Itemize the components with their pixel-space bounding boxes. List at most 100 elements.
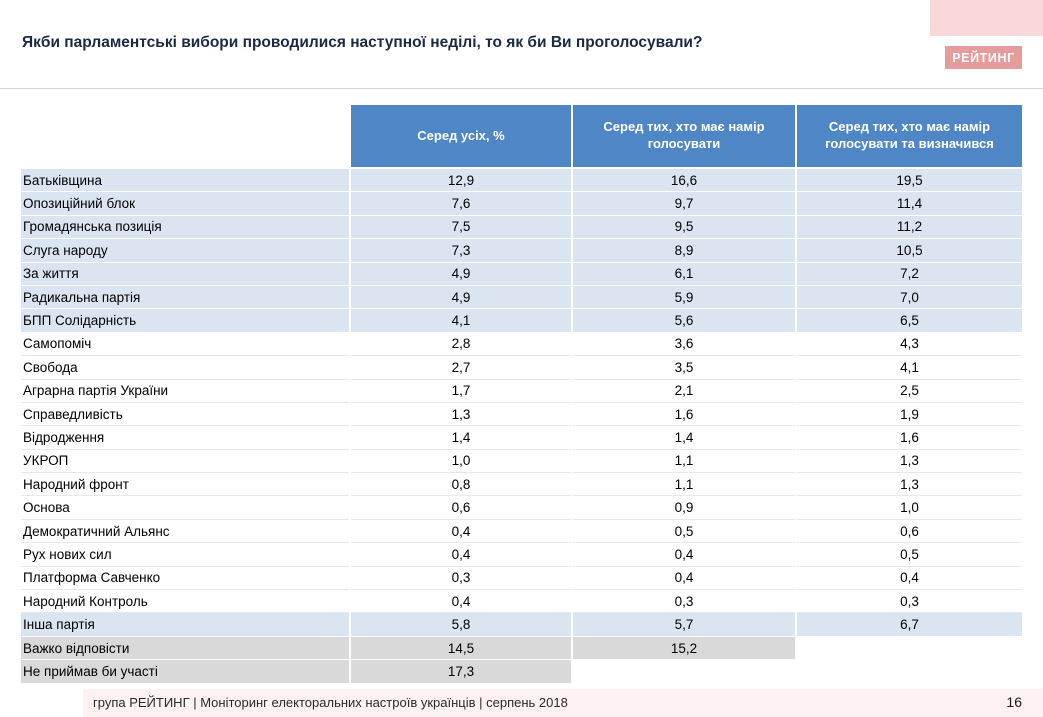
rating-logo-badge: РЕЙТИНГ xyxy=(945,46,1022,69)
party-column-header xyxy=(21,105,349,167)
value-cell: 2,1 xyxy=(573,379,795,403)
table-body: Батьківщина 12,9 16,6 19,5 Опозиційний блок 7… xyxy=(21,169,1022,684)
party-name-cell: Аграрна партія України xyxy=(21,379,349,403)
party-name-cell: БПП Солідарність xyxy=(21,309,349,333)
value-cell xyxy=(797,660,1022,684)
table-row: БПП Солідарність 4,1 5,6 6,5 xyxy=(21,309,1022,333)
value-cell: 9,7 xyxy=(573,192,795,216)
party-name-cell: Слуга народу xyxy=(21,239,349,263)
value-cell: 0,4 xyxy=(351,519,571,544)
table-row: Важко відповісти 14,5 15,2 xyxy=(21,636,1022,661)
value-cell: 4,1 xyxy=(351,309,571,333)
value-cell: 2,8 xyxy=(351,332,571,357)
value-cell: 7,0 xyxy=(797,285,1022,310)
value-cell: 0,4 xyxy=(573,543,795,567)
party-name-cell: УКРОП xyxy=(21,449,349,474)
party-name-cell: Народний Контроль xyxy=(21,590,349,614)
value-cell: 0,6 xyxy=(351,496,571,520)
value-cell: 2,7 xyxy=(351,356,571,380)
page-title: Якби парламентські вибори проводилися на… xyxy=(22,34,703,51)
value-cell: 17,3 xyxy=(351,660,571,684)
value-cell: 5,6 xyxy=(573,309,795,333)
value-cell: 6,7 xyxy=(797,613,1022,637)
table-row: Самопоміч 2,8 3,6 4,3 xyxy=(21,332,1022,357)
value-cell: 0,4 xyxy=(797,566,1022,591)
value-cell: 9,5 xyxy=(573,215,795,240)
footer-source-text: група РЕЙТИНГ | Моніторинг електоральних… xyxy=(93,695,568,710)
value-cell: 5,9 xyxy=(573,285,795,310)
party-name-cell: Відродження xyxy=(21,426,349,450)
value-cell: 7,5 xyxy=(351,215,571,240)
table-row: Громадянська позиція 7,5 9,5 11,2 xyxy=(21,215,1022,240)
table-row: Платформа Савченко 0,3 0,4 0,4 xyxy=(21,566,1022,591)
page-number: 16 xyxy=(1006,694,1022,710)
value-cell: 1,6 xyxy=(573,402,795,427)
poll-results-table: Серед усіх, % Серед тих, хто має намір г… xyxy=(21,105,1022,684)
value-cell: 0,5 xyxy=(797,543,1022,567)
table-row: УКРОП 1,0 1,1 1,3 xyxy=(21,449,1022,474)
value-cell: 4,1 xyxy=(797,356,1022,380)
value-cell: 19,5 xyxy=(797,169,1022,193)
value-cell: 1,0 xyxy=(797,496,1022,520)
value-cell: 1,0 xyxy=(351,449,571,474)
value-cell: 1,4 xyxy=(351,426,571,450)
table-row: Слуга народу 7,3 8,9 10,5 xyxy=(21,239,1022,263)
value-cell: 0,4 xyxy=(351,543,571,567)
value-cell: 15,2 xyxy=(573,636,795,661)
table-row: Справедливість 1,3 1,6 1,9 xyxy=(21,402,1022,427)
table-row: Свобода 2,7 3,5 4,1 xyxy=(21,356,1022,380)
table-row: Відродження 1,4 1,4 1,6 xyxy=(21,426,1022,450)
table-row: Інша партія 5,8 5,7 6,7 xyxy=(21,613,1022,637)
value-cell: 2,5 xyxy=(797,379,1022,403)
value-cell: 0,3 xyxy=(797,590,1022,614)
party-name-cell: Не приймав би участі xyxy=(21,660,349,684)
table-row: Основа 0,6 0,9 1,0 xyxy=(21,496,1022,520)
value-cell: 7,6 xyxy=(351,192,571,216)
value-cell: 16,6 xyxy=(573,169,795,193)
value-cell: 1,6 xyxy=(797,426,1022,450)
party-name-cell: Важко відповісти xyxy=(21,636,349,661)
value-cell: 3,5 xyxy=(573,356,795,380)
value-cell: 0,9 xyxy=(573,496,795,520)
value-cell: 1,1 xyxy=(573,449,795,474)
column-header-intend-and-decided: Серед тих, хто має намір голосувати та в… xyxy=(797,105,1022,167)
value-cell: 0,4 xyxy=(351,590,571,614)
table-row: Демократичний Альянс 0,4 0,5 0,6 xyxy=(21,519,1022,544)
value-cell: 6,5 xyxy=(797,309,1022,333)
party-name-cell: Рух нових сил xyxy=(21,543,349,567)
value-cell: 5,7 xyxy=(573,613,795,637)
table-row: Не приймав би участі 17,3 xyxy=(21,660,1022,684)
value-cell: 1,9 xyxy=(797,402,1022,427)
party-name-cell: Радикальна партія xyxy=(21,285,349,310)
table-row: За життя 4,9 6,1 7,2 xyxy=(21,262,1022,286)
column-header-among-all: Серед усіх, % xyxy=(351,105,571,167)
title-divider xyxy=(0,88,1043,89)
party-name-cell: Справедливість xyxy=(21,402,349,427)
value-cell: 10,5 xyxy=(797,239,1022,263)
value-cell: 8,9 xyxy=(573,239,795,263)
value-cell: 6,1 xyxy=(573,262,795,286)
party-name-cell: Платформа Савченко xyxy=(21,566,349,591)
table-row: Батьківщина 12,9 16,6 19,5 xyxy=(21,169,1022,193)
value-cell: 1,7 xyxy=(351,379,571,403)
value-cell: 14,5 xyxy=(351,636,571,661)
value-cell: 0,3 xyxy=(351,566,571,591)
party-name-cell: Народний фронт xyxy=(21,473,349,497)
value-cell: 7,3 xyxy=(351,239,571,263)
top-right-pink-block xyxy=(930,0,1043,36)
value-cell: 1,3 xyxy=(797,473,1022,497)
party-name-cell: Самопоміч xyxy=(21,332,349,357)
table-row: Радикальна партія 4,9 5,9 7,0 xyxy=(21,285,1022,310)
value-cell: 3,6 xyxy=(573,332,795,357)
footer-strip xyxy=(83,689,1043,717)
value-cell: 1,3 xyxy=(351,402,571,427)
table-row: Опозиційний блок 7,6 9,7 11,4 xyxy=(21,192,1022,216)
table-row: Рух нових сил 0,4 0,4 0,5 xyxy=(21,543,1022,567)
party-name-cell: Громадянська позиція xyxy=(21,215,349,240)
value-cell: 12,9 xyxy=(351,169,571,193)
value-cell: 7,2 xyxy=(797,262,1022,286)
party-name-cell: Демократичний Альянс xyxy=(21,519,349,544)
value-cell: 1,4 xyxy=(573,426,795,450)
value-cell: 0,8 xyxy=(351,473,571,497)
value-cell: 0,6 xyxy=(797,519,1022,544)
